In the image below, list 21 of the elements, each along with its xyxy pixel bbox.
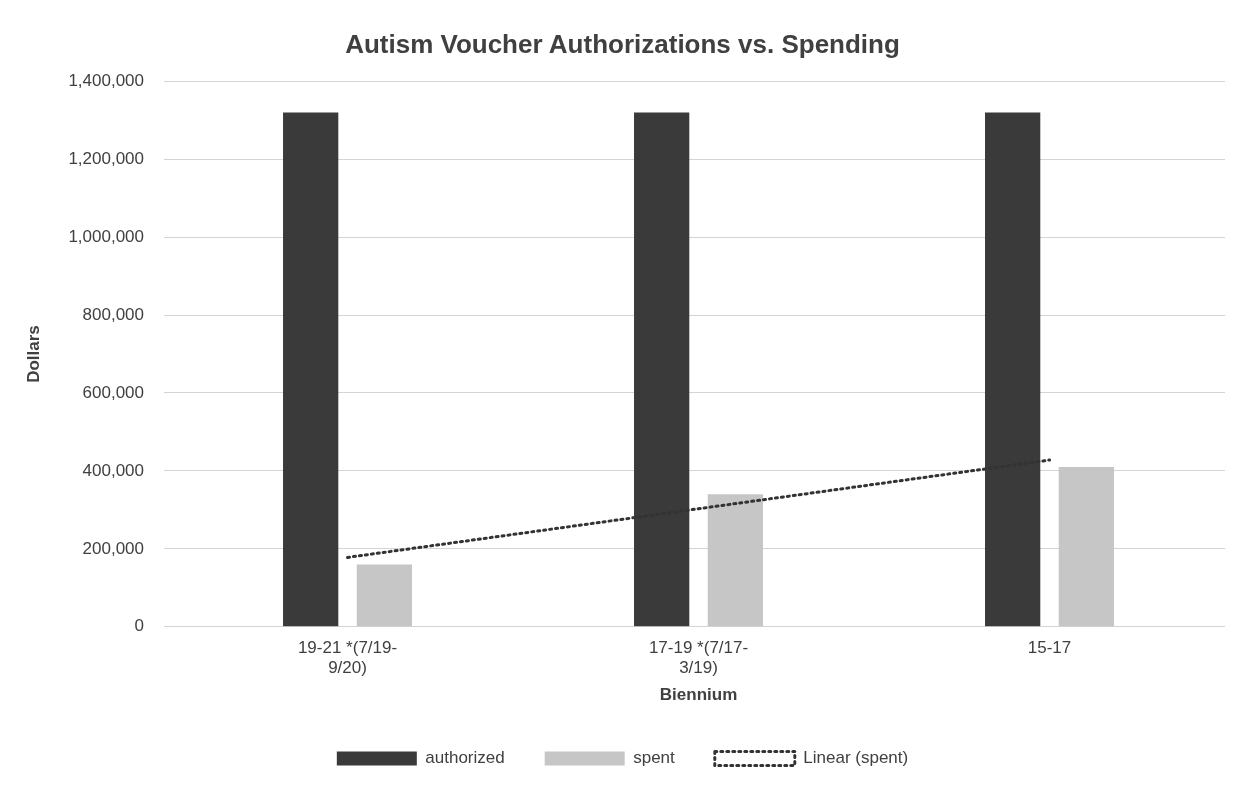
bar	[356, 564, 413, 627]
bar	[707, 494, 764, 627]
legend-label: spent	[633, 748, 676, 768]
y-tick-label: 1,000,000	[68, 226, 145, 246]
legend-label: authorized	[425, 748, 505, 768]
y-tick-label: 400,000	[82, 460, 145, 480]
legend-label: Linear (spent)	[803, 748, 909, 768]
x-axis-title: Biennium	[659, 685, 738, 705]
x-tick-label: 17-19 *(7/17-3/19)	[648, 637, 749, 678]
y-tick-label: 0	[134, 616, 145, 636]
y-tick-label: 600,000	[82, 382, 145, 402]
y-tick-label: 800,000	[82, 304, 145, 324]
y-tick-label: 1,400,000	[68, 70, 145, 90]
y-tick-label: 200,000	[82, 538, 145, 558]
bar	[283, 112, 339, 627]
y-axis-title: Dollars	[23, 325, 43, 383]
bar	[1058, 467, 1114, 627]
y-tick-label: 1,200,000	[68, 148, 145, 168]
x-tick-label: 19-21 *(7/19-9/20)	[297, 637, 398, 678]
x-tick-label: 15-17	[1027, 637, 1072, 657]
chart-title: Autism Voucher Authorizations vs. Spending	[345, 28, 900, 59]
